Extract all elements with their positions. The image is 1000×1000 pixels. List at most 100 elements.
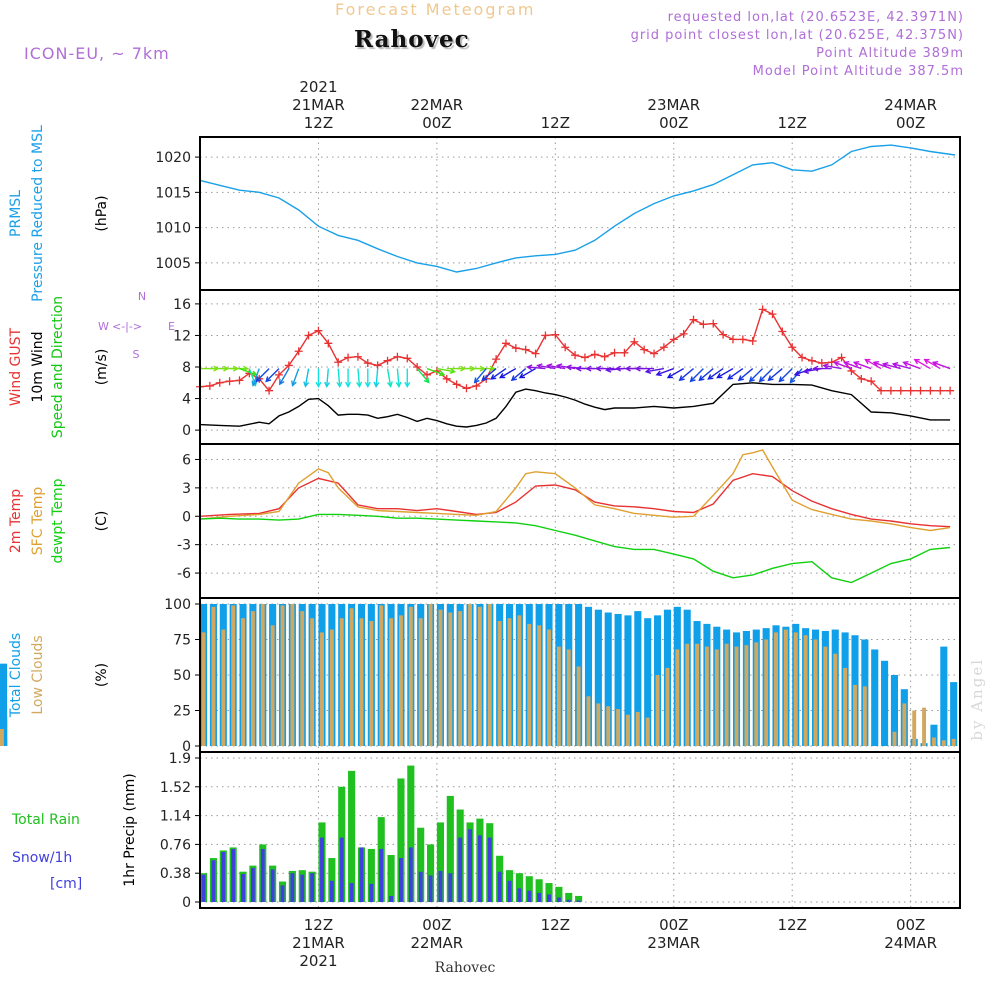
signature-watermark: by Angel	[968, 658, 986, 741]
bar-snow	[201, 874, 206, 902]
gust-marker	[353, 352, 362, 361]
wind-arrow-head	[595, 365, 602, 372]
bar-low_clouds	[695, 643, 700, 746]
panel-frame	[199, 443, 961, 599]
wind-arrow	[727, 368, 744, 380]
gust-marker	[916, 386, 925, 395]
bar-rain	[367, 848, 375, 902]
series-line-sfc_temp	[199, 449, 951, 532]
gust-marker	[719, 330, 728, 339]
gust-marker	[344, 353, 353, 362]
gust-marker	[363, 359, 372, 368]
wind-arrow	[873, 361, 892, 370]
y-tick-label: 1.14	[160, 809, 191, 825]
bar-low_clouds	[803, 635, 808, 746]
wind-arrow-head	[605, 366, 612, 373]
top-time-label: 12Z	[541, 114, 570, 132]
wind-arrow	[527, 366, 546, 370]
bar-snow	[339, 837, 344, 902]
bar-rain	[575, 895, 583, 902]
compass-w: W	[98, 320, 109, 333]
gust-marker	[600, 352, 609, 361]
gust-marker	[205, 381, 214, 390]
wind-arrow-head	[345, 381, 352, 389]
wind-arrow-head	[778, 376, 785, 383]
bar-low_clouds	[221, 629, 226, 746]
bottom-time-label: 24MAR	[884, 934, 937, 952]
y-tick-label: 0	[182, 509, 191, 525]
bar-rain	[348, 770, 356, 902]
bottom-time-label: 12Z	[778, 916, 807, 934]
bar-low_clouds	[399, 615, 403, 746]
gust-marker	[738, 335, 747, 344]
bar-low_clouds	[329, 629, 334, 746]
bar-total_clouds	[930, 724, 938, 746]
wind-arrow	[679, 368, 694, 381]
wind-arrow-head	[303, 381, 310, 388]
y-tick-label: 0	[182, 739, 191, 755]
bar-snow	[576, 900, 581, 902]
compass-e: E	[168, 320, 175, 333]
bar-low_clouds	[280, 605, 285, 746]
series-line-temp2m	[199, 472, 951, 528]
bar-low_clouds	[310, 618, 315, 746]
gust-marker	[699, 320, 708, 329]
wind-arrow-head	[585, 365, 592, 372]
legend-label-wind: 10m Wind	[30, 331, 46, 402]
bar-low_clouds	[250, 611, 255, 746]
wind-arrow	[279, 368, 290, 385]
bar-low_clouds	[320, 632, 324, 746]
gust-marker	[580, 353, 589, 362]
bar-low_clouds	[645, 717, 650, 746]
wind-arrow	[252, 368, 260, 386]
bar-total_clouds	[634, 611, 642, 746]
wind-arrow-head	[489, 365, 496, 372]
wind-arrow-head	[902, 360, 909, 367]
wind-arrow-head	[518, 372, 526, 379]
bar-low_clouds	[359, 618, 364, 746]
gust-marker	[284, 361, 293, 370]
wind-arrow-head	[891, 362, 899, 368]
wind-arrow-head	[536, 363, 543, 370]
compass-arrows: <-|->	[112, 320, 142, 333]
bar-low_clouds	[576, 666, 581, 746]
bar-low_clouds	[448, 612, 453, 746]
y-unit-label: (%)	[94, 663, 110, 687]
y-tick-label: 0.76	[160, 837, 191, 853]
bar-snow	[566, 899, 571, 902]
wind-arrow	[304, 368, 310, 387]
wind-arrow-head	[812, 365, 819, 372]
y-tick-label: 1015	[155, 185, 191, 201]
y-tick-label: 12	[173, 328, 191, 344]
bar-low_clouds	[774, 632, 778, 746]
bar-snow	[477, 835, 482, 902]
bar-low_clouds	[734, 646, 739, 746]
bar-rain	[387, 855, 395, 902]
legend-label-low_clouds: Low Clouds	[30, 635, 46, 714]
point-altitude: Point Altitude 389m	[816, 46, 964, 61]
bar-snow	[310, 873, 315, 902]
bar-rain	[446, 795, 454, 902]
bar-low_clouds	[665, 667, 670, 746]
y-tick-label: 16	[173, 297, 191, 313]
wind-arrow-head	[356, 381, 363, 388]
bottom-time-label: 23MAR	[647, 934, 700, 952]
bar-low_clouds	[823, 646, 828, 746]
brand-title: Forecast Meteogram	[335, 0, 536, 19]
wind-arrow	[903, 361, 921, 370]
bar-low_clouds	[566, 649, 571, 746]
wind-arrow-head	[315, 381, 322, 389]
top-time-label: 00Z	[896, 114, 925, 132]
gust-marker	[393, 352, 402, 361]
gust-marker	[788, 343, 797, 352]
wind-arrow-head	[678, 375, 685, 382]
wind-arrow	[239, 367, 257, 376]
wind-arrow-head	[872, 360, 880, 367]
wind-arrow-head	[251, 380, 258, 387]
gust-marker	[610, 348, 619, 357]
wind-arrow	[667, 367, 684, 379]
bar-low_clouds	[428, 604, 433, 746]
bar-low_clouds	[438, 609, 443, 746]
wind-arrow	[375, 368, 379, 387]
wind-arrow-head	[364, 381, 371, 389]
